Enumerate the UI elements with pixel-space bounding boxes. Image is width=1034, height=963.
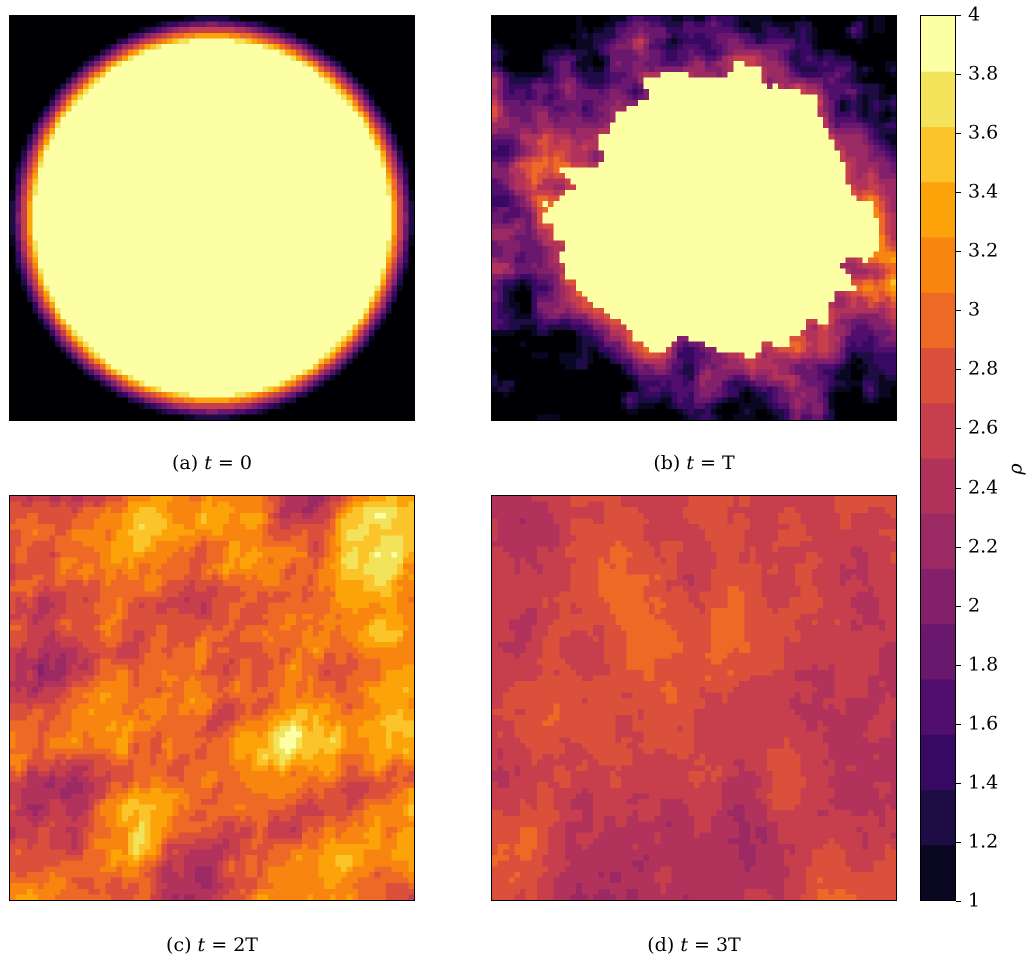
colorbar-tick-label: 1.2 bbox=[968, 832, 998, 851]
colorbar-tick-label: 3.4 bbox=[968, 182, 998, 202]
colorbar-tick-mark bbox=[956, 605, 961, 607]
colorbar-tick-label: 4 bbox=[968, 5, 980, 25]
colorbar-tick-mark bbox=[956, 487, 961, 489]
colorbar-band bbox=[921, 71, 955, 127]
heatmap-panel-b bbox=[491, 15, 897, 421]
colorbar bbox=[920, 15, 956, 901]
colorbar-band bbox=[921, 126, 955, 183]
colorbar-band bbox=[921, 734, 955, 790]
colorbar-tick-label: 1.6 bbox=[968, 714, 998, 733]
colorbar-tick-label: 3.6 bbox=[968, 123, 998, 143]
colorbar-tick-mark bbox=[956, 15, 961, 16]
colorbar-tick-mark bbox=[956, 901, 961, 902]
colorbar-tick-label: 2.4 bbox=[968, 478, 998, 497]
colorbar-tick-label: 2.8 bbox=[968, 359, 998, 379]
colorbar-tick-label: 2.6 bbox=[968, 418, 998, 438]
colorbar-band bbox=[921, 237, 955, 293]
colorbar-tick-mark bbox=[956, 133, 961, 135]
colorbar-tick-mark bbox=[956, 841, 961, 843]
heatmap-panel-d bbox=[491, 495, 897, 901]
colorbar-tick-label: 2.2 bbox=[968, 537, 998, 556]
colorbar-tick-label: 1.8 bbox=[968, 655, 998, 674]
caption-a: (a) t = 0 bbox=[9, 452, 415, 474]
colorbar-tick-label: 2 bbox=[968, 596, 980, 615]
colorbar-tick-mark bbox=[956, 723, 961, 725]
colorbar-band bbox=[921, 679, 955, 735]
colorbar-label: ρ bbox=[1005, 463, 1027, 474]
colorbar-tick-mark bbox=[956, 546, 961, 548]
colorbar-tick-label: 3 bbox=[968, 300, 980, 320]
colorbar-tick-mark bbox=[956, 192, 961, 194]
colorbar-tick-label: 1 bbox=[968, 891, 980, 911]
caption-c: (c) t = 2T bbox=[9, 934, 415, 956]
colorbar-band bbox=[921, 789, 955, 846]
colorbar-band bbox=[921, 623, 955, 680]
heatmap-panel-a bbox=[9, 15, 415, 421]
colorbar-tick-label: 3.2 bbox=[968, 241, 998, 261]
colorbar-band bbox=[921, 181, 955, 238]
colorbar-band bbox=[921, 458, 955, 514]
colorbar-tick-mark bbox=[956, 782, 961, 784]
colorbar-tick-mark bbox=[956, 369, 961, 371]
colorbar-gradient bbox=[921, 16, 955, 900]
colorbar-band bbox=[921, 513, 955, 569]
colorbar-band bbox=[921, 844, 955, 900]
colorbar-tick-mark bbox=[956, 664, 961, 666]
colorbar-band bbox=[921, 292, 955, 348]
colorbar-tick-mark bbox=[956, 428, 961, 430]
caption-d: (d) t = 3T bbox=[491, 934, 897, 956]
colorbar-tick-mark bbox=[956, 251, 961, 253]
colorbar-band bbox=[921, 402, 955, 459]
caption-b: (b) t = T bbox=[491, 452, 897, 474]
colorbar-tick-label: 1.4 bbox=[968, 773, 998, 792]
colorbar-tick-mark bbox=[956, 74, 961, 76]
colorbar-band bbox=[921, 347, 955, 404]
colorbar-band bbox=[921, 16, 955, 72]
colorbar-tick-label: 3.8 bbox=[968, 64, 998, 84]
colorbar-band bbox=[921, 568, 955, 625]
colorbar-tick-mark bbox=[956, 310, 961, 312]
heatmap-panel-c bbox=[9, 495, 415, 901]
